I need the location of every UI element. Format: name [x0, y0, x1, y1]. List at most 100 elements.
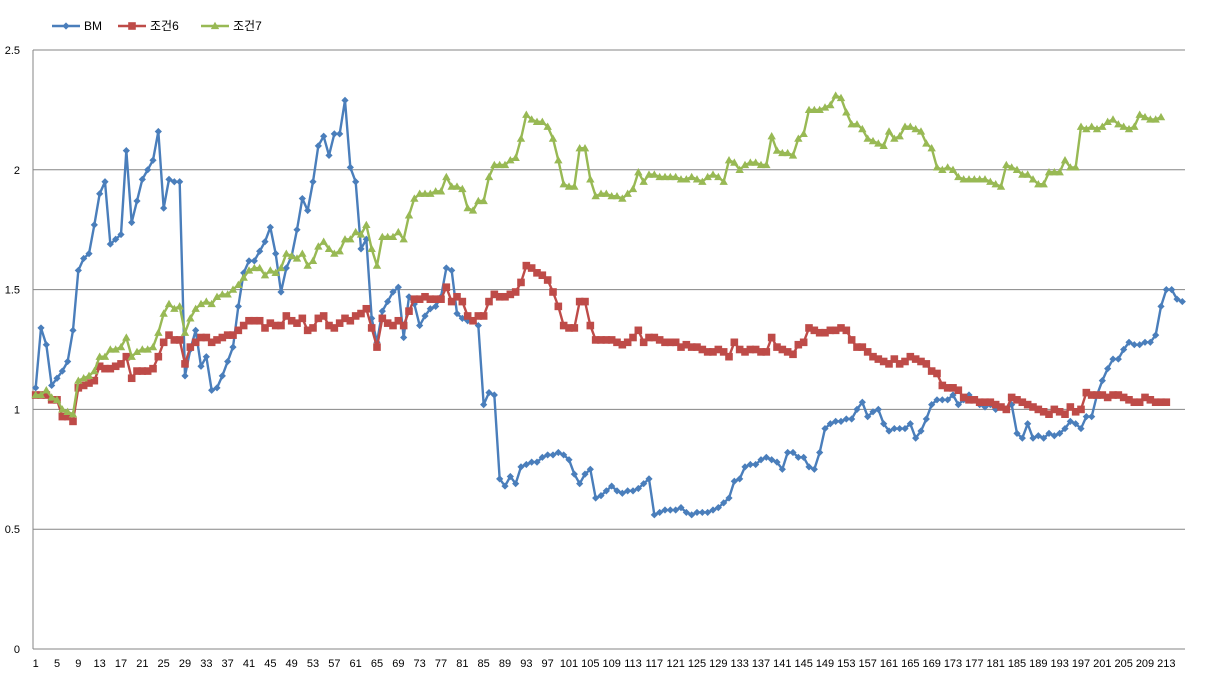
data-point: [965, 396, 973, 404]
data-point: [884, 127, 894, 135]
data-point: [42, 386, 51, 394]
data-point: [325, 321, 333, 330]
data-point: [634, 484, 642, 493]
data-point: [1018, 398, 1027, 407]
data-point: [725, 494, 733, 502]
data-point: [208, 386, 216, 394]
data-point: [586, 321, 595, 330]
data-point: [282, 264, 290, 272]
data-point: [693, 343, 701, 351]
data-point: [868, 136, 878, 145]
data-point: [192, 326, 200, 334]
data-point: [1173, 295, 1181, 303]
data-point: [191, 338, 200, 347]
data-point: [53, 374, 61, 382]
data-point: [400, 333, 408, 342]
data-point: [762, 453, 770, 461]
data-point: [84, 371, 94, 380]
data-point: [676, 175, 686, 183]
data-point: [1146, 338, 1154, 346]
data-point: [794, 340, 803, 349]
data-point: [356, 230, 366, 238]
data-point: [463, 312, 472, 320]
data-point: [592, 494, 600, 502]
data-point: [1087, 122, 1096, 130]
data-point: [1092, 124, 1102, 133]
data-point: [933, 369, 941, 378]
data-point: [207, 338, 216, 347]
data-point: [629, 487, 637, 495]
data-point: [448, 266, 456, 275]
data-point: [949, 384, 957, 392]
data-point: [1018, 434, 1026, 442]
data-point: [1146, 396, 1155, 404]
data-point: [517, 278, 525, 287]
data-point: [1007, 163, 1016, 171]
data-point: [282, 249, 291, 257]
data-point: [340, 235, 350, 243]
x-tick-label: 121: [666, 658, 684, 670]
data-point: [687, 343, 696, 351]
data-point: [1044, 167, 1054, 176]
data-point: [165, 175, 173, 183]
data-point: [442, 172, 451, 181]
data-point: [815, 328, 824, 337]
data-point: [746, 460, 754, 469]
data-point: [1066, 163, 1075, 171]
data-point: [138, 367, 147, 375]
data-point: [394, 227, 403, 236]
data-point: [143, 367, 152, 375]
x-tick-label: 69: [392, 658, 404, 670]
data-point: [106, 240, 114, 248]
data-point: [927, 144, 936, 152]
data-point: [612, 191, 622, 200]
series-조건6: [31, 261, 1171, 426]
data-point: [415, 189, 424, 197]
data-point: [122, 333, 131, 341]
x-tick-label: 81: [456, 658, 468, 670]
data-point: [1055, 167, 1064, 176]
data-point: [100, 352, 110, 360]
data-point: [1125, 396, 1133, 404]
data-point: [778, 345, 787, 354]
y-tick-label: 0: [14, 644, 20, 656]
data-point: [330, 130, 338, 138]
data-point: [421, 312, 429, 320]
data-point: [655, 336, 664, 344]
data-point: [981, 403, 989, 411]
data-point: [586, 465, 594, 473]
series-조건7: [31, 91, 1166, 418]
data-point: [762, 348, 771, 356]
data-point: [805, 463, 813, 471]
data-point: [549, 451, 557, 459]
data-point: [778, 148, 787, 157]
x-tick-label: 205: [1114, 658, 1132, 670]
data-point: [95, 352, 104, 360]
data-point: [527, 264, 536, 272]
data-point: [799, 338, 808, 347]
data-point: [863, 348, 872, 356]
data-point: [234, 280, 243, 288]
data-point: [394, 283, 402, 291]
data-point: [346, 235, 355, 243]
data-point: [544, 451, 552, 459]
data-point: [260, 271, 270, 279]
data-point: [1125, 338, 1133, 346]
data-point: [629, 333, 637, 342]
data-point: [687, 172, 696, 181]
data-point: [586, 175, 595, 183]
data-point: [324, 244, 334, 253]
x-tick-label: 133: [730, 658, 748, 670]
data-point: [1034, 179, 1043, 188]
x-tick-label: 125: [688, 658, 706, 670]
data-point: [564, 182, 574, 190]
data-point: [1104, 365, 1112, 373]
data-point: [1040, 434, 1048, 442]
data-point: [1072, 420, 1080, 428]
data-point: [736, 475, 744, 483]
data-point: [735, 345, 744, 354]
data-point: [1066, 403, 1075, 411]
data-point: [399, 321, 408, 330]
x-tick-label: 137: [752, 658, 770, 670]
data-point: [666, 506, 674, 514]
